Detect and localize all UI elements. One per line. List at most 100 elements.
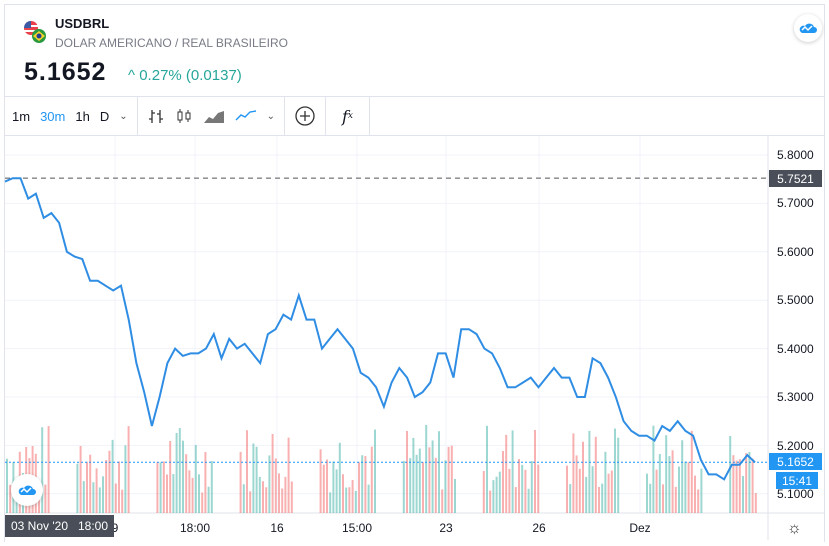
volume-bar bbox=[178, 428, 181, 513]
interval-30m[interactable]: 30m bbox=[40, 108, 66, 124]
volume-bar bbox=[290, 481, 293, 513]
interval-1m[interactable]: 1m bbox=[12, 108, 31, 124]
volume-bar bbox=[418, 448, 421, 513]
volume-bar bbox=[537, 464, 540, 513]
volume-bar bbox=[204, 451, 207, 513]
divider bbox=[325, 97, 326, 135]
volume-bar bbox=[534, 429, 536, 513]
volume-bar bbox=[486, 425, 488, 513]
volume-bar bbox=[319, 449, 322, 513]
volume-bar bbox=[207, 486, 210, 513]
volume-bar bbox=[265, 487, 268, 513]
line-style-icon[interactable] bbox=[230, 97, 262, 135]
compare-add-icon[interactable] bbox=[289, 97, 321, 135]
volume-bar bbox=[585, 476, 588, 513]
volume-bar bbox=[745, 453, 748, 513]
volume-bar bbox=[511, 430, 514, 513]
volume-bar bbox=[434, 457, 437, 513]
x-tick-label: 16 bbox=[270, 521, 284, 535]
settings-gear-icon[interactable]: ☼ bbox=[787, 520, 802, 537]
volume-bar bbox=[239, 451, 242, 513]
volume-bar bbox=[156, 462, 159, 513]
volume-bar bbox=[601, 483, 604, 513]
interval-1h[interactable]: 1h bbox=[75, 108, 90, 124]
volume-bar bbox=[255, 446, 258, 513]
volume-bar bbox=[524, 469, 527, 513]
volume-bar bbox=[697, 489, 700, 513]
volume-bar bbox=[594, 436, 597, 513]
volume-bar bbox=[450, 445, 453, 513]
volume-bar bbox=[530, 461, 533, 513]
symbol-name[interactable]: USDBRL bbox=[55, 16, 110, 31]
volume-bar bbox=[495, 476, 498, 513]
volume-bar bbox=[655, 469, 658, 513]
candles-style-icon[interactable] bbox=[170, 97, 198, 135]
volume-bar bbox=[114, 483, 117, 513]
volume-bar bbox=[102, 476, 104, 513]
volume-bar bbox=[566, 465, 568, 513]
chart-style-dropdown-chevron-icon[interactable]: ⌄ bbox=[266, 110, 275, 122]
volume-bar bbox=[668, 456, 671, 513]
cloud-chart-icon bbox=[799, 23, 817, 33]
cloud-chart-icon bbox=[18, 485, 36, 495]
volume-bar bbox=[44, 484, 47, 513]
y-tick-label: 5.7000 bbox=[777, 196, 814, 210]
volume-bar bbox=[191, 477, 194, 513]
volume-bar bbox=[444, 460, 447, 513]
volume-bar bbox=[498, 471, 501, 513]
y-tick-label: 5.3000 bbox=[777, 390, 814, 404]
volume-bar bbox=[409, 458, 412, 513]
price-change: ^ 0.27% (0.0137) bbox=[128, 67, 242, 84]
change-value: 0.27% (0.0137) bbox=[139, 67, 242, 84]
volume-bar bbox=[572, 433, 575, 513]
volume-bar bbox=[700, 468, 703, 513]
volume-bar bbox=[98, 487, 101, 513]
volume-bar bbox=[9, 484, 12, 513]
volume-bar bbox=[41, 427, 44, 513]
volume-bar bbox=[92, 482, 95, 513]
divider bbox=[369, 97, 370, 135]
volume-bar bbox=[364, 456, 367, 513]
interval-d[interactable]: D bbox=[99, 108, 110, 124]
volume-bar bbox=[274, 458, 277, 513]
x-tick-label: 15:00 bbox=[341, 521, 373, 535]
volume-bar bbox=[748, 451, 751, 513]
volume-bar bbox=[210, 461, 213, 513]
volume-bar bbox=[105, 460, 108, 513]
volume-bar bbox=[681, 440, 684, 513]
volume-bar bbox=[47, 426, 50, 513]
volume-bar bbox=[431, 440, 434, 513]
volume-bar bbox=[367, 484, 370, 513]
volume-bar bbox=[185, 454, 188, 513]
volume-bar bbox=[422, 462, 424, 513]
volume-bar bbox=[425, 424, 428, 513]
volume-bar bbox=[518, 459, 520, 513]
volume-bar bbox=[345, 487, 348, 513]
y-tick-label: 5.1000 bbox=[777, 487, 814, 501]
volume-bar bbox=[505, 434, 508, 513]
volume-bar bbox=[182, 440, 184, 513]
volume-bar bbox=[322, 464, 325, 513]
interval-dropdown-chevron-icon[interactable]: ⌄ bbox=[119, 110, 128, 122]
up-arrow-icon: ^ bbox=[128, 67, 136, 84]
volume-bar bbox=[598, 486, 600, 513]
volume-bar bbox=[441, 489, 444, 513]
volume-bar bbox=[271, 433, 274, 513]
volume-bar bbox=[82, 481, 85, 513]
tradingview-logo-button[interactable] bbox=[794, 14, 822, 42]
volume-bar bbox=[162, 461, 165, 513]
volume-bar bbox=[694, 475, 696, 513]
volume-bar bbox=[281, 488, 284, 513]
bars-style-icon[interactable] bbox=[142, 97, 170, 135]
volume-bar bbox=[249, 491, 252, 513]
volume-bar bbox=[489, 490, 492, 513]
volume-bar bbox=[732, 455, 735, 513]
divider bbox=[284, 97, 285, 135]
volume-bar bbox=[332, 461, 335, 513]
area-style-icon[interactable] bbox=[198, 97, 230, 135]
volume-bar bbox=[268, 455, 271, 513]
tradingview-watermark-button[interactable] bbox=[11, 474, 43, 506]
volume-bar bbox=[738, 459, 741, 513]
